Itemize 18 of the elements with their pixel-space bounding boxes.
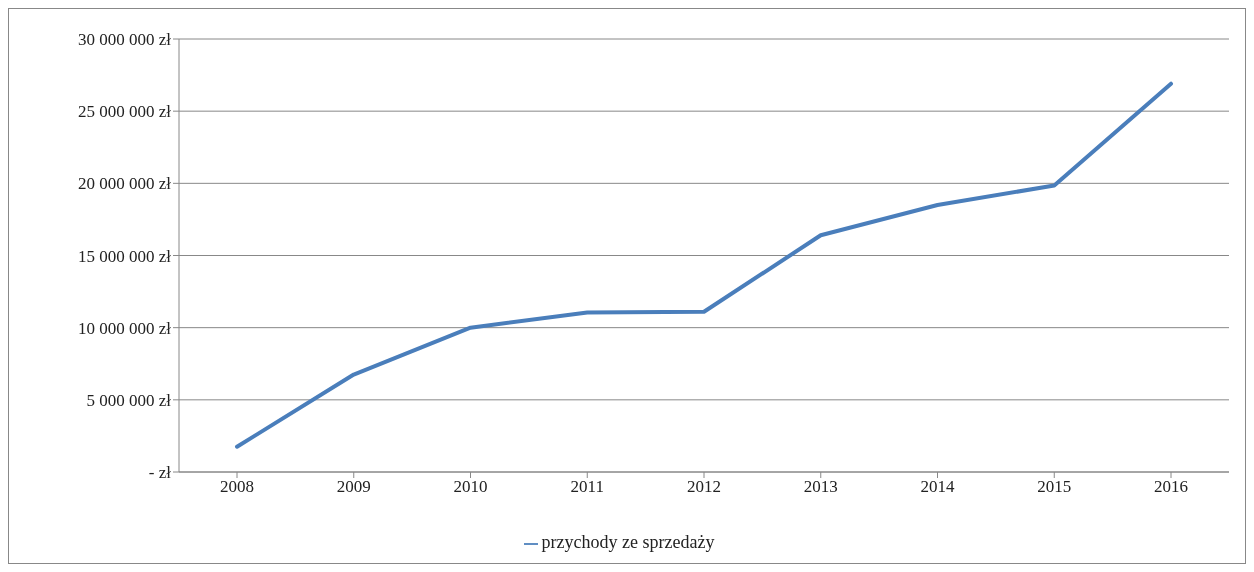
x-tick-label: 2015	[1037, 477, 1072, 497]
x-tick-label: 2010	[453, 477, 488, 497]
x-tick-label: 2014	[920, 477, 955, 497]
x-tick-label: 2016	[1154, 477, 1188, 497]
x-tick-label: 2011	[570, 477, 604, 497]
x-tick-label: 2008	[220, 477, 254, 497]
x-tick-label: 2013	[803, 477, 838, 497]
x-tick-label: 2012	[687, 477, 721, 497]
line-series	[235, 81, 1173, 449]
legend-label: przychody ze sprzedaży	[541, 532, 715, 552]
y-tick-label: 20 000 000 zł	[77, 174, 172, 194]
x-tick-label: 2009	[336, 477, 371, 497]
y-tick-label: 25 000 000 zł	[77, 102, 172, 122]
y-tick-label: 30 000 000 zł	[77, 30, 172, 50]
y-tick-label: 10 000 000 zł	[77, 318, 172, 338]
y-tick-label: 5 000 000 zł	[86, 390, 172, 410]
y-tick-label: 15 000 000 zł	[77, 246, 172, 266]
y-tick-label: - zł	[148, 463, 172, 483]
